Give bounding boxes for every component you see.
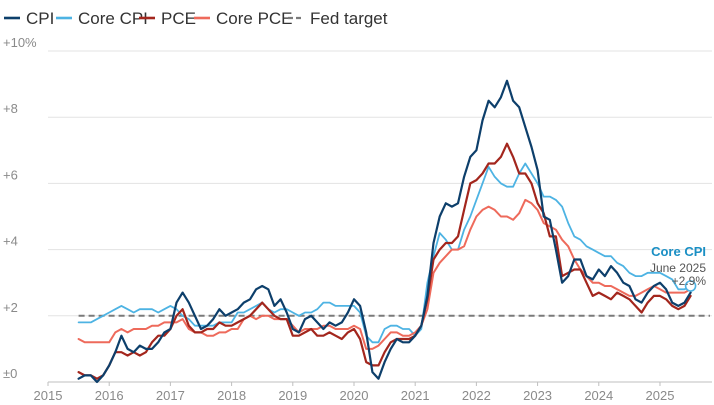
x-tick-label: 2020 — [340, 388, 369, 403]
legend-label-core-pce: Core PCE — [216, 9, 293, 28]
series-line-core-cpi — [77, 162, 692, 344]
legend-label-fed-target: Fed target — [310, 9, 388, 28]
x-tick-label: 2024 — [584, 388, 613, 403]
x-tick-label: 2019 — [278, 388, 307, 403]
legend-label-pce: PCE — [161, 9, 196, 28]
annotation-date: June 2025 — [650, 261, 706, 275]
series-line-cpi — [77, 79, 692, 384]
x-tick-label: 2018 — [217, 388, 246, 403]
x-tick-label: 2022 — [462, 388, 491, 403]
x-tick-label: 2023 — [523, 388, 552, 403]
annotation-marker — [684, 280, 697, 292]
core-cpi-annotation: Core CPI June 2025 +2.9% — [650, 244, 707, 292]
y-axis-tick-labels: ±0 +2 +4 +6 +8 +10% — [3, 35, 37, 381]
x-axis-tick-labels: 2015 2016 2017 2018 2019 2020 2021 2022 2023 2024… — [34, 382, 675, 403]
y-tick-label: +4 — [3, 234, 18, 249]
y-tick-label: +2 — [3, 300, 18, 315]
annotation-value: +2.9% — [672, 274, 707, 288]
x-tick-label: 2021 — [401, 388, 430, 403]
legend-label-core-cpi: Core CPI — [78, 9, 148, 28]
y-tick-label: +10% — [3, 35, 37, 50]
x-tick-label: 2016 — [95, 388, 124, 403]
series-line-pce — [77, 142, 692, 380]
chart-legend: CPI Core CPI PCE Core PCE Fed target — [4, 9, 388, 28]
y-tick-label: +6 — [3, 167, 18, 182]
y-tick-label: ±0 — [3, 366, 17, 381]
annotation-title: Core CPI — [651, 244, 706, 259]
y-tick-label: +8 — [3, 101, 18, 116]
grid-lines — [48, 50, 712, 383]
legend-label-cpi: CPI — [26, 9, 54, 28]
series-lines — [77, 79, 692, 384]
x-tick-label: 2015 — [34, 388, 63, 403]
x-tick-label: 2017 — [156, 388, 185, 403]
x-tick-label: 2025 — [646, 388, 675, 403]
